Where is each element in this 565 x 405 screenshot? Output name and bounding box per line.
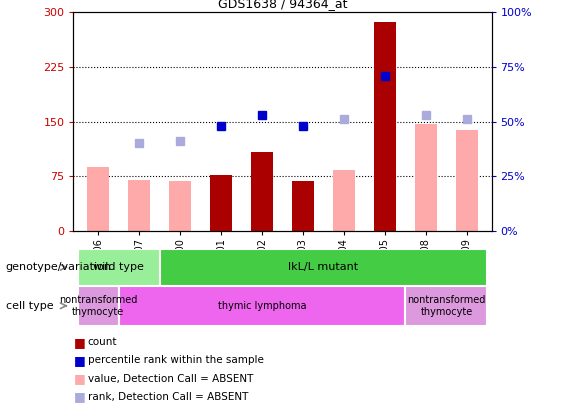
Text: rank, Detection Call = ABSENT: rank, Detection Call = ABSENT	[88, 392, 248, 402]
Bar	[292, 181, 314, 231]
Bar	[159, 249, 488, 286]
Text: ■: ■	[73, 372, 85, 385]
Text: ■: ■	[73, 390, 85, 403]
Bar	[210, 175, 232, 231]
Title: GDS1638 / 94364_at: GDS1638 / 94364_at	[218, 0, 347, 10]
Text: percentile rank within the sample: percentile rank within the sample	[88, 356, 263, 365]
Text: count: count	[88, 337, 117, 347]
Text: value, Detection Call = ABSENT: value, Detection Call = ABSENT	[88, 374, 253, 384]
Bar	[169, 181, 192, 231]
Bar	[415, 124, 437, 231]
Bar	[119, 286, 406, 326]
Bar	[406, 286, 488, 326]
Bar	[87, 167, 109, 231]
Text: genotype/variation: genotype/variation	[6, 262, 112, 272]
Bar	[333, 171, 355, 231]
Bar	[77, 286, 119, 326]
Text: lkL/L mutant: lkL/L mutant	[288, 262, 359, 272]
Text: cell type: cell type	[6, 301, 53, 311]
Bar	[456, 130, 478, 231]
Text: wild type: wild type	[93, 262, 144, 272]
Text: ■: ■	[73, 354, 85, 367]
Text: nontransformed
thymocyte: nontransformed thymocyte	[59, 295, 137, 317]
Text: ■: ■	[73, 336, 85, 349]
Bar	[128, 180, 150, 231]
Text: nontransformed
thymocyte: nontransformed thymocyte	[407, 295, 486, 317]
Text: thymic lymphoma: thymic lymphoma	[218, 301, 306, 311]
Bar	[251, 152, 273, 231]
Bar	[373, 21, 396, 231]
Bar	[77, 249, 159, 286]
